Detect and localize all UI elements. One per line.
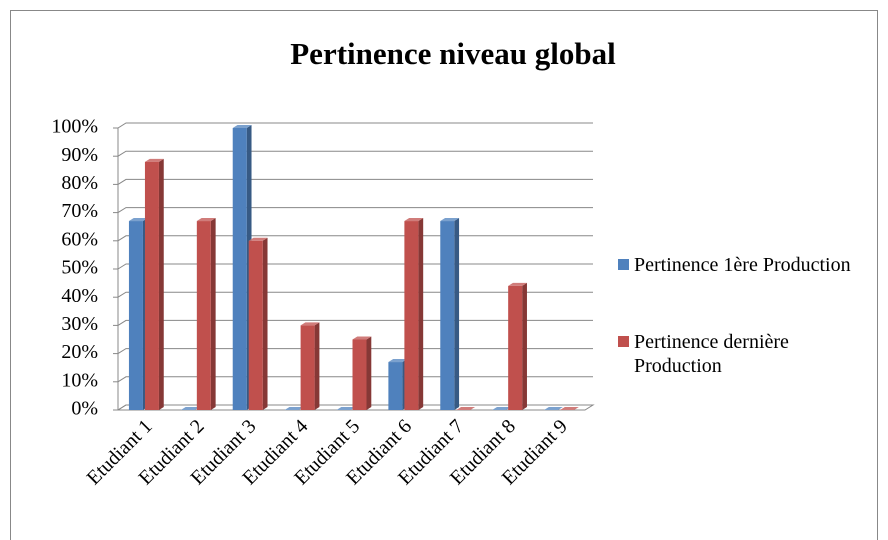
bar xyxy=(352,339,367,410)
grid-line xyxy=(117,404,593,411)
y-tick-label: 90% xyxy=(61,144,98,166)
legend-label: Pertinence dernière Production xyxy=(634,331,789,377)
y-tick-label: 40% xyxy=(61,285,98,307)
legend-swatch xyxy=(618,336,629,347)
bar-side xyxy=(454,218,460,410)
bar-side xyxy=(210,218,216,410)
bar xyxy=(196,221,211,410)
grid-line xyxy=(117,150,593,157)
grid-line xyxy=(117,348,593,355)
grid-line xyxy=(117,207,593,214)
y-tick-label: 100% xyxy=(51,116,98,138)
y-tick-label: 70% xyxy=(61,200,98,222)
grid-line xyxy=(117,319,593,326)
grid-line xyxy=(117,235,593,242)
bar-top xyxy=(300,322,320,326)
grid-line xyxy=(117,263,593,270)
bar-top xyxy=(336,407,356,410)
bar-top xyxy=(284,407,304,410)
bar-top xyxy=(144,158,164,162)
bar-top xyxy=(128,218,148,222)
legend-swatch xyxy=(618,259,629,270)
bar-top xyxy=(544,407,563,410)
bar-side xyxy=(158,158,164,410)
chart-title: Pertinence niveau global xyxy=(290,36,616,71)
bar-top xyxy=(404,218,424,222)
y-tick-label: 20% xyxy=(61,341,98,363)
bar xyxy=(440,221,455,410)
y-tick-label: 80% xyxy=(61,172,98,194)
bar xyxy=(144,161,159,410)
bar-top xyxy=(180,407,200,410)
bar-top xyxy=(440,218,460,222)
bar-top xyxy=(560,407,579,410)
bar xyxy=(128,221,143,410)
bar-top xyxy=(456,407,476,410)
bar xyxy=(508,285,523,410)
legend-entry: Pertinence dernière Production xyxy=(634,331,789,377)
bar-side xyxy=(522,282,527,410)
bar xyxy=(388,362,403,410)
grid-line xyxy=(117,178,593,185)
y-tick-label: 50% xyxy=(61,257,98,279)
grid-line xyxy=(117,376,593,383)
bar-top xyxy=(388,359,408,363)
y-tick-label: 60% xyxy=(61,228,98,250)
bar-side xyxy=(418,218,424,410)
bar-top xyxy=(508,282,527,286)
bar xyxy=(248,240,263,410)
bar-top xyxy=(196,218,216,222)
grid-line xyxy=(117,122,593,129)
grid-line xyxy=(117,291,593,298)
y-tick-label: 10% xyxy=(61,369,98,391)
bar-side xyxy=(314,322,320,410)
bar-top xyxy=(232,125,252,128)
bar-top xyxy=(248,237,268,241)
legend-label: Pertinence 1ère Production xyxy=(634,254,851,276)
bar xyxy=(404,221,419,410)
y-tick-label: 30% xyxy=(61,313,98,335)
legend-entry: Pertinence 1ère Production xyxy=(634,254,851,276)
bar xyxy=(232,128,247,410)
bar-side xyxy=(366,336,372,410)
bar-side xyxy=(262,237,268,410)
bar-top xyxy=(492,407,511,410)
bar xyxy=(300,325,315,410)
bar-top xyxy=(352,336,372,340)
y-tick-label: 0% xyxy=(71,398,98,420)
